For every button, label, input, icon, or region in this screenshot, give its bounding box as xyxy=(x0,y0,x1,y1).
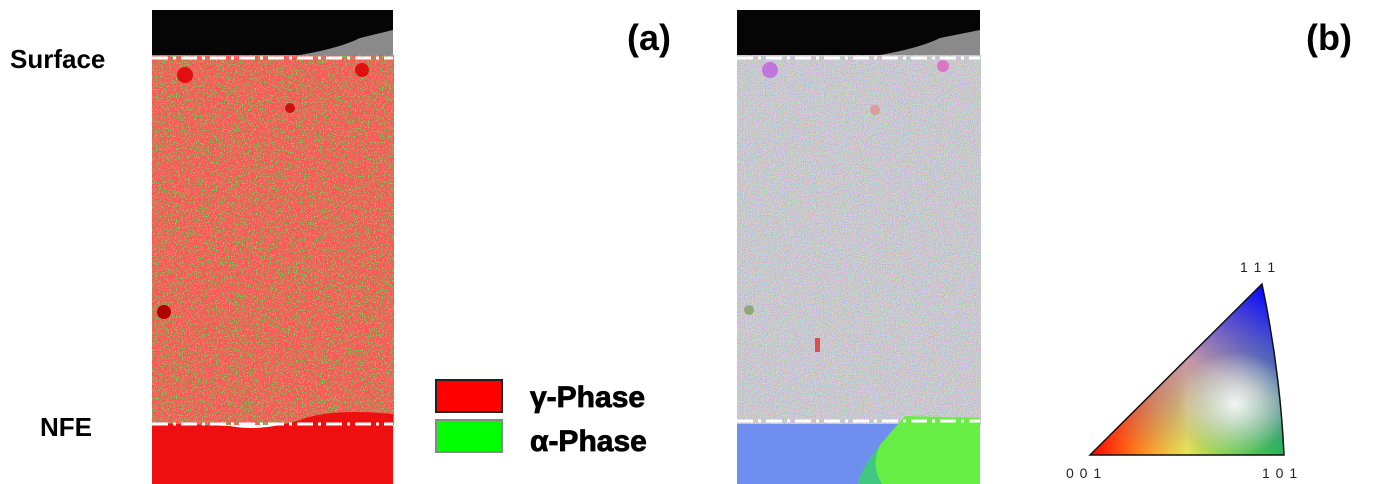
panel-tag: (b) xyxy=(1306,17,1352,58)
phase-map xyxy=(152,10,393,484)
orientation-map xyxy=(737,10,980,484)
legend-swatch xyxy=(435,379,503,413)
legend-swatch xyxy=(435,419,503,453)
nfe-label: NFE xyxy=(40,412,92,442)
legend-label: α-Phase xyxy=(530,425,647,458)
ipf-corner-label: 1 0 1 xyxy=(1262,465,1298,481)
legend: γ-Phase α-Phase xyxy=(435,379,647,458)
ipf-key: 1 1 1 0 0 1 1 0 1 xyxy=(1066,259,1298,481)
surface-label: Surface xyxy=(10,44,105,74)
legend-label: γ-Phase xyxy=(530,381,645,414)
ipf-corner-label: 0 0 1 xyxy=(1066,465,1102,481)
ipf-corner-label: 1 1 1 xyxy=(1240,259,1276,275)
panel-tag: (a) xyxy=(627,17,671,58)
